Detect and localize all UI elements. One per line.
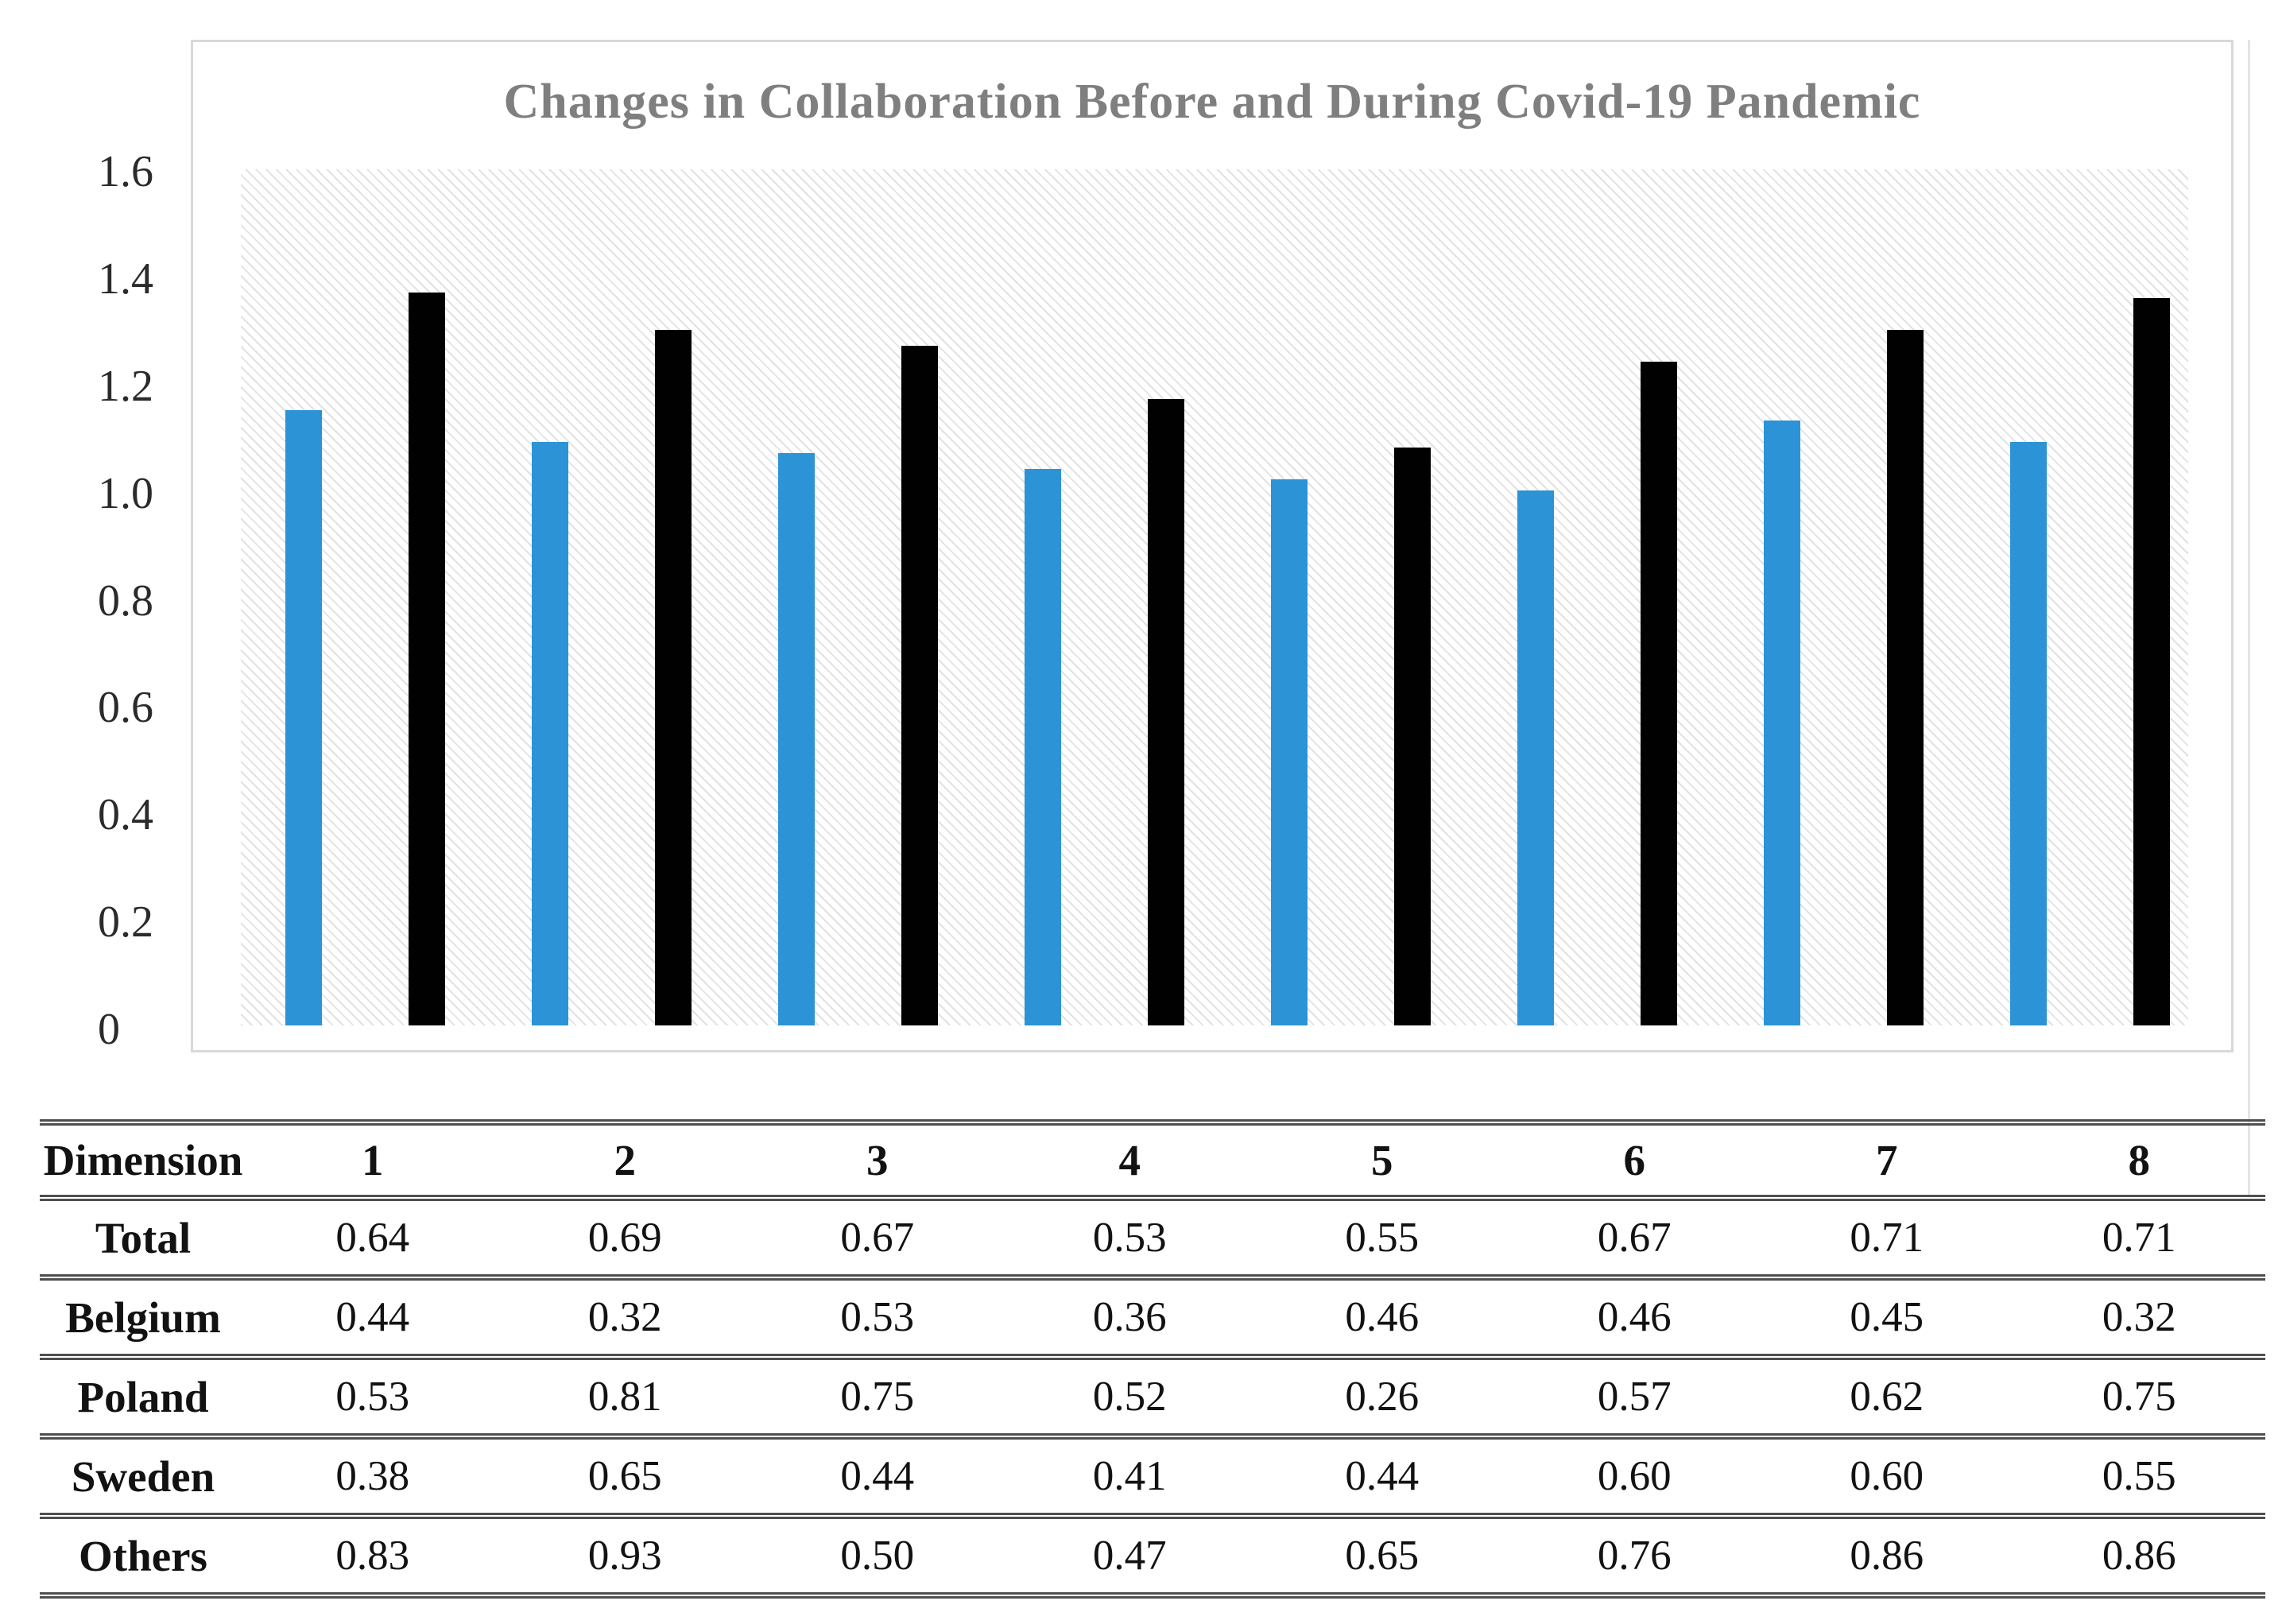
table-cell: 0.67 bbox=[1597, 1215, 1672, 1261]
y-axis-tick-label: 1.0 bbox=[98, 468, 153, 518]
bar-black-series-dim1 bbox=[409, 292, 445, 1025]
table-cell: 0.32 bbox=[2102, 1294, 2176, 1340]
y-axis-tick-label: 1.2 bbox=[98, 361, 153, 411]
table-head: Dimension 1 2 3 4 5 6 7 8 bbox=[40, 1122, 2265, 1198]
bar-blue-series-dim1 bbox=[285, 409, 322, 1025]
bar-blue-series-dim4 bbox=[1025, 468, 1061, 1025]
y-axis-tick-label: 0 bbox=[98, 1005, 120, 1054]
column-header-dimension: Dimension bbox=[43, 1136, 243, 1184]
table-cell: 0.55 bbox=[1345, 1215, 1420, 1261]
table-cell: 0.86 bbox=[2102, 1533, 2176, 1579]
bar-blue-series-dim7 bbox=[1764, 421, 1800, 1025]
table-cell: 0.52 bbox=[1092, 1374, 1167, 1420]
table-cell: 0.41 bbox=[1092, 1453, 1167, 1499]
table-cell: 0.65 bbox=[1345, 1533, 1420, 1579]
row-label: Belgium bbox=[65, 1293, 221, 1342]
bar-blue-series-dim5 bbox=[1271, 479, 1308, 1025]
table-cell: 0.55 bbox=[2102, 1453, 2176, 1499]
figure-right-border bbox=[2248, 40, 2250, 1196]
table-cell: 0.46 bbox=[1597, 1294, 1672, 1340]
table-cell: 0.44 bbox=[335, 1294, 410, 1340]
table-cell: 0.81 bbox=[587, 1374, 662, 1420]
table-row-sweden: Sweden 0.38 0.65 0.44 0.41 0.44 0.60 0.60 0.55 bbox=[40, 1436, 2265, 1516]
row-label: Poland bbox=[77, 1372, 209, 1421]
column-header-5: 5 bbox=[1371, 1136, 1393, 1184]
bar-black-series-dim6 bbox=[1641, 362, 1677, 1025]
y-axis-tick-label: 1.6 bbox=[98, 147, 153, 196]
chart-frame: Changes in Collaboration Before and Duri… bbox=[191, 40, 2234, 1052]
bar-blue-series-dim2 bbox=[532, 442, 568, 1025]
y-axis-tick-label: 1.4 bbox=[98, 254, 153, 304]
table-cell: 0.44 bbox=[840, 1453, 915, 1499]
table-cell: 0.64 bbox=[335, 1215, 410, 1261]
table-cell: 0.60 bbox=[1597, 1453, 1672, 1499]
table-cell: 0.93 bbox=[587, 1533, 662, 1579]
bar-blue-series-dim3 bbox=[778, 452, 815, 1025]
table-cell: 0.65 bbox=[587, 1453, 662, 1499]
y-axis-tick-label: 0.2 bbox=[98, 897, 153, 948]
table-row-belgium: Belgium 0.44 0.32 0.53 0.36 0.46 0.46 0.45 0.32 bbox=[40, 1277, 2265, 1357]
plot-area bbox=[241, 169, 2188, 1025]
column-header-6: 6 bbox=[1623, 1136, 1646, 1184]
y-axis-tick-label: 0.4 bbox=[98, 790, 153, 840]
table-cell: 0.53 bbox=[335, 1374, 410, 1420]
table-cell: 0.32 bbox=[587, 1294, 662, 1340]
table-cell: 0.60 bbox=[1850, 1453, 1924, 1499]
table-cell: 0.36 bbox=[1092, 1294, 1167, 1340]
table-cell: 0.53 bbox=[840, 1294, 915, 1340]
y-axis: 1.6 1.4 1.2 1.0 0.8 0.6 0.4 0.2 0 bbox=[0, 0, 191, 1113]
table-cell: 0.71 bbox=[2102, 1215, 2176, 1261]
bar-blue-series-dim8 bbox=[2010, 442, 2047, 1025]
bar-black-series-dim2 bbox=[655, 329, 692, 1025]
row-label: Total bbox=[95, 1213, 192, 1262]
table-cell: 0.57 bbox=[1597, 1374, 1672, 1420]
table-cell: 0.44 bbox=[1345, 1453, 1420, 1499]
bar-black-series-dim5 bbox=[1394, 448, 1431, 1025]
table-cell: 0.75 bbox=[840, 1374, 915, 1420]
table-cell: 0.86 bbox=[1850, 1533, 1924, 1579]
table-body: Total 0.64 0.69 0.67 0.53 0.55 0.67 0.71 0.71 Bel… bbox=[40, 1198, 2265, 1595]
bar-black-series-dim3 bbox=[901, 346, 938, 1025]
table-cell: 0.26 bbox=[1345, 1374, 1420, 1420]
table-cell: 0.38 bbox=[335, 1453, 410, 1499]
bar-black-series-dim7 bbox=[1887, 329, 1924, 1025]
column-header-1: 1 bbox=[362, 1136, 384, 1184]
y-axis-tick-label: 0.6 bbox=[98, 683, 153, 733]
bar-black-series-dim8 bbox=[2133, 297, 2170, 1025]
table-cell: 0.71 bbox=[1850, 1215, 1924, 1261]
table-cell: 0.53 bbox=[1092, 1215, 1167, 1261]
column-header-3: 3 bbox=[866, 1136, 889, 1184]
table-row-poland: Poland 0.53 0.81 0.75 0.52 0.26 0.57 0.62 0.75 bbox=[40, 1357, 2265, 1436]
table-row-others: Others 0.83 0.93 0.50 0.47 0.65 0.76 0.86 0.86 bbox=[40, 1516, 2265, 1595]
table-cell: 0.62 bbox=[1850, 1374, 1924, 1420]
table-row-total: Total 0.64 0.69 0.67 0.53 0.55 0.67 0.71 0.71 bbox=[40, 1198, 2265, 1277]
table-cell: 0.75 bbox=[2102, 1374, 2176, 1420]
row-label: Others bbox=[79, 1531, 207, 1580]
table-cell: 0.46 bbox=[1345, 1294, 1420, 1340]
column-header-4: 4 bbox=[1118, 1136, 1141, 1184]
column-header-2: 2 bbox=[614, 1136, 637, 1184]
row-label: Sweden bbox=[71, 1452, 215, 1501]
table-cell: 0.45 bbox=[1850, 1294, 1924, 1340]
bar-blue-series-dim6 bbox=[1517, 490, 1554, 1025]
table-cell: 0.50 bbox=[840, 1533, 915, 1579]
chart-title: Changes in Collaboration Before and Duri… bbox=[503, 75, 1921, 129]
table-cell: 0.83 bbox=[335, 1533, 410, 1579]
column-header-7: 7 bbox=[1876, 1136, 1898, 1184]
data-table: Dimension 1 2 3 4 5 6 7 8 Total 0.64 0.69 0.67 0.53 0… bbox=[40, 1119, 2265, 1599]
table-cell: 0.67 bbox=[840, 1215, 915, 1261]
column-header-8: 8 bbox=[2128, 1136, 2151, 1184]
table-header-row: Dimension 1 2 3 4 5 6 7 8 bbox=[40, 1122, 2265, 1198]
table-cell: 0.69 bbox=[587, 1215, 662, 1261]
table-cell: 0.76 bbox=[1597, 1533, 1672, 1579]
y-axis-tick-label: 0.8 bbox=[98, 576, 153, 626]
table-cell: 0.47 bbox=[1092, 1533, 1167, 1579]
bar-black-series-dim4 bbox=[1148, 399, 1184, 1025]
